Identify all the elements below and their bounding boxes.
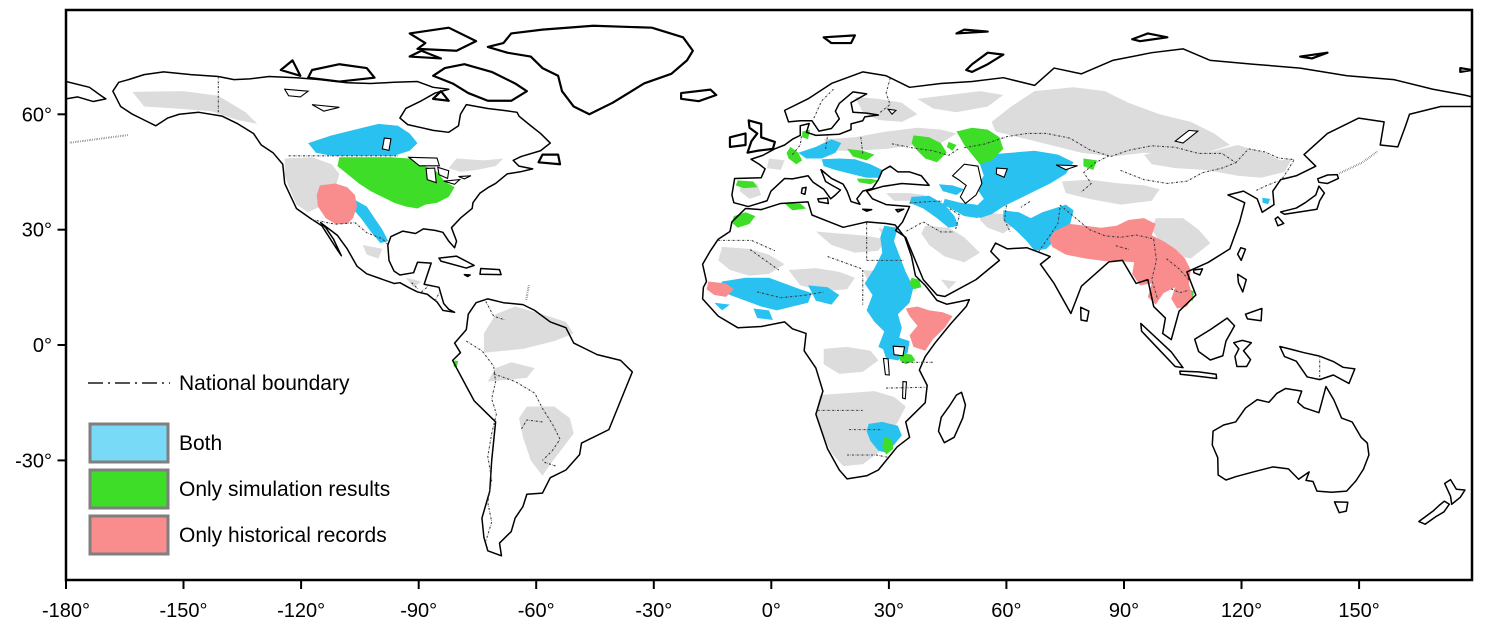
x-tick-label: -150° <box>159 600 207 622</box>
y-tick-label: 60° <box>22 104 52 126</box>
x-tick-label: 150° <box>1338 600 1379 622</box>
basin-gray <box>132 87 1293 476</box>
y-tick-label: 0° <box>33 335 52 357</box>
lakes <box>285 89 1198 399</box>
x-tick-label: -90° <box>400 600 437 622</box>
boundary-asia <box>964 133 1319 379</box>
legend-label-only-historical: Only historical records <box>179 524 387 547</box>
x-tick-label: -30° <box>635 600 672 622</box>
x-tick-label: 60° <box>991 600 1021 622</box>
legend-swatch-only-historical <box>88 514 170 556</box>
basin-both <box>308 123 1271 453</box>
legend-swatch-only-simulation <box>88 468 170 510</box>
x-axis-labels: -180° -150° -120° -90° -60° -30° 0° 30° … <box>42 600 1380 622</box>
legend-label-national-boundary: National boundary <box>179 372 350 395</box>
legend: National boundary Both Only simulation r… <box>88 372 390 556</box>
x-tick-label: 120° <box>1221 600 1262 622</box>
boundary-mideast <box>906 201 1029 232</box>
boundary-africa <box>718 223 933 458</box>
y-axis-ticks <box>57 113 66 462</box>
x-tick-label: 90° <box>1109 600 1139 622</box>
basins-no-data <box>132 87 1293 476</box>
arctic-islands <box>281 28 1472 165</box>
y-tick-label: -30° <box>15 450 52 472</box>
island-chain-dots <box>70 135 1378 301</box>
y-axis-labels: 60° 30° 0° -30° <box>15 104 52 472</box>
national-boundaries <box>218 77 1319 542</box>
legend-label-both: Both <box>179 432 222 455</box>
legend-swatch-both <box>88 422 170 464</box>
map-frame <box>64 8 1474 582</box>
x-tick-label: 30° <box>874 600 904 622</box>
boundary-americas <box>218 77 560 542</box>
world-map <box>66 26 1472 556</box>
x-tick-label: -180° <box>42 600 90 622</box>
boundary-europe <box>792 78 958 155</box>
basins-both <box>308 123 1271 453</box>
y-tick-label: 30° <box>22 220 52 242</box>
x-axis-ticks <box>65 580 1361 589</box>
x-tick-label: 0° <box>762 600 781 622</box>
x-tick-label: -120° <box>277 600 325 622</box>
arctic-island-shapes <box>281 28 1472 165</box>
x-tick-label: -60° <box>518 600 555 622</box>
lake-shapes <box>285 89 1198 399</box>
legend-label-only-simulation: Only simulation results <box>179 478 390 501</box>
